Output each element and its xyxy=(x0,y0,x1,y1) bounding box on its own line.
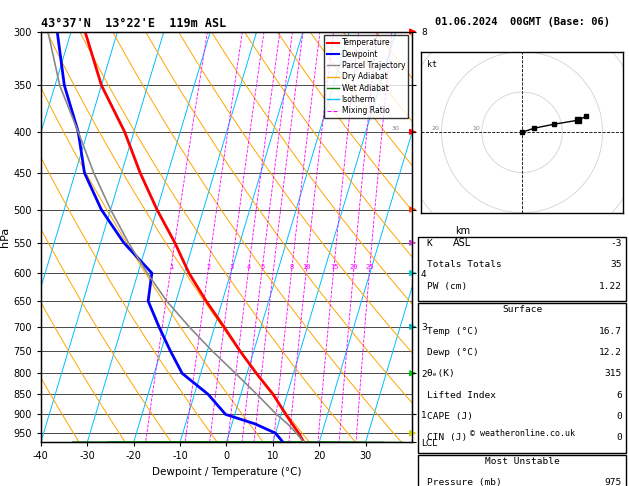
Bar xyxy=(418,303,626,452)
Text: Temp (°C): Temp (°C) xyxy=(426,327,478,335)
Text: 10: 10 xyxy=(472,126,480,131)
Text: 16.7: 16.7 xyxy=(599,327,621,335)
Text: 35: 35 xyxy=(610,260,621,269)
Text: CIN (J): CIN (J) xyxy=(426,434,467,442)
Text: Lifted Index: Lifted Index xyxy=(426,391,496,399)
Text: CAPE (J): CAPE (J) xyxy=(426,412,472,421)
Text: PW (cm): PW (cm) xyxy=(426,282,467,291)
Text: 0: 0 xyxy=(616,412,621,421)
Text: © weatheronline.co.uk: © weatheronline.co.uk xyxy=(470,429,574,438)
Text: 6: 6 xyxy=(616,391,621,399)
Text: 25: 25 xyxy=(365,264,374,270)
Text: 315: 315 xyxy=(604,369,621,378)
Text: Pressure (mb): Pressure (mb) xyxy=(426,478,501,486)
Legend: Temperature, Dewpoint, Parcel Trajectory, Dry Adiabat, Wet Adiabat, Isotherm, Mi: Temperature, Dewpoint, Parcel Trajectory… xyxy=(324,35,408,118)
Y-axis label: km
ASL: km ASL xyxy=(453,226,471,248)
Text: 3: 3 xyxy=(230,264,234,270)
Text: 2: 2 xyxy=(206,264,211,270)
Text: Surface: Surface xyxy=(502,305,542,314)
Text: Totals Totals: Totals Totals xyxy=(426,260,501,269)
Text: 1.22: 1.22 xyxy=(599,282,621,291)
Text: 15: 15 xyxy=(330,264,338,270)
Text: 20: 20 xyxy=(350,264,358,270)
Text: Most Unstable: Most Unstable xyxy=(485,457,559,466)
Text: 5: 5 xyxy=(260,264,265,270)
Text: 43°37'N  13°22'E  119m ASL: 43°37'N 13°22'E 119m ASL xyxy=(41,17,226,31)
Text: Dewp (°C): Dewp (°C) xyxy=(426,348,478,357)
Text: -3: -3 xyxy=(610,239,621,248)
Bar xyxy=(418,454,626,486)
Text: kt: kt xyxy=(428,60,437,69)
Y-axis label: hPa: hPa xyxy=(1,227,11,247)
Text: 10: 10 xyxy=(303,264,311,270)
Text: 01.06.2024  00GMT (Base: 06): 01.06.2024 00GMT (Base: 06) xyxy=(435,17,610,27)
Text: 4: 4 xyxy=(247,264,251,270)
Text: 8: 8 xyxy=(290,264,294,270)
X-axis label: Dewpoint / Temperature (°C): Dewpoint / Temperature (°C) xyxy=(152,467,301,477)
Text: 30: 30 xyxy=(391,126,399,131)
Text: 975: 975 xyxy=(604,478,621,486)
Text: 12.2: 12.2 xyxy=(599,348,621,357)
Text: 20: 20 xyxy=(431,126,440,131)
Bar xyxy=(418,237,626,301)
Text: 0: 0 xyxy=(616,434,621,442)
Text: 1: 1 xyxy=(169,264,173,270)
Text: θₑ(K): θₑ(K) xyxy=(426,369,455,378)
Text: K: K xyxy=(426,239,432,248)
